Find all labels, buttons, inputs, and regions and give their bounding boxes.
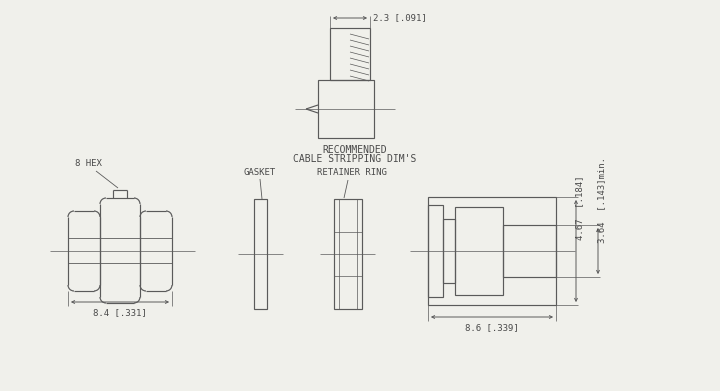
Bar [428, 205, 443, 297]
Text: RECOMMENDED: RECOMMENDED [323, 145, 387, 155]
Bar [330, 28, 370, 80]
Bar [254, 199, 267, 309]
Text: RETAINER RING: RETAINER RING [317, 168, 387, 177]
Text: 2.3 [.091]: 2.3 [.091] [373, 14, 427, 23]
Bar [334, 199, 362, 309]
Bar [455, 207, 503, 295]
Text: 8 HEX: 8 HEX [75, 159, 102, 168]
Text: CABLE STRIPPING DIM'S: CABLE STRIPPING DIM'S [293, 154, 417, 164]
Text: 3.64  [.143]min.: 3.64 [.143]min. [598, 157, 606, 243]
Text: GASKET: GASKET [244, 168, 276, 177]
Text: 8.6 [.339]: 8.6 [.339] [465, 323, 519, 332]
Bar [503, 225, 556, 277]
Bar [318, 80, 374, 138]
Text: 8.4 [.331]: 8.4 [.331] [93, 308, 147, 317]
Bar [428, 197, 556, 305]
Bar [443, 219, 455, 283]
Text: 4.67  [.184]: 4.67 [.184] [575, 176, 585, 240]
